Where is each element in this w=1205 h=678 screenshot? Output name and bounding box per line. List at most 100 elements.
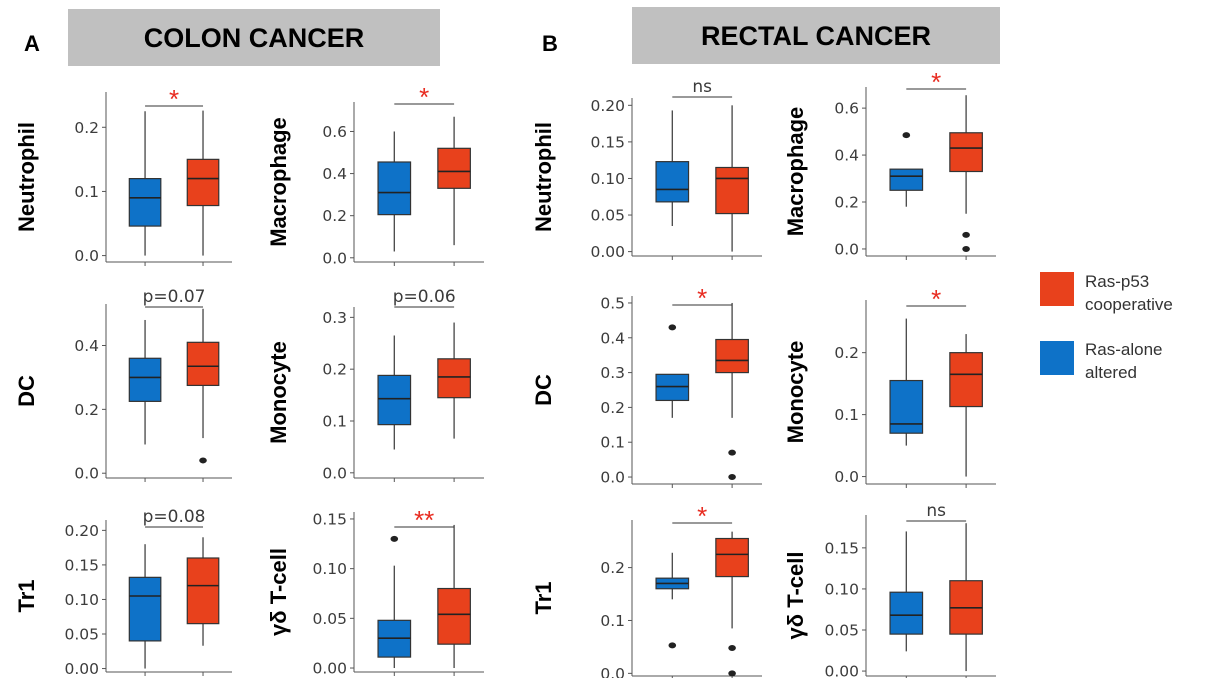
panel-letter-b: B xyxy=(542,31,558,56)
box-ras-alone xyxy=(377,131,412,252)
y-tick-label: 0.1 xyxy=(74,183,99,201)
significance-label: * xyxy=(419,82,429,112)
plot-a-dc: 0.0 0.2 0.4 DC p=0.07 xyxy=(14,287,232,483)
panel-letter-a: A xyxy=(24,31,40,56)
significance-label: p=0.07 xyxy=(143,287,206,307)
y-tick-label: 0.3 xyxy=(600,364,625,382)
y-tick-label: 0.20 xyxy=(64,522,99,540)
y-tick-label: 0.15 xyxy=(590,133,625,151)
plot-b-tr1: 0.0 0.1 0.2 Tr1 * xyxy=(531,501,762,678)
outlier-point xyxy=(668,324,677,331)
significance-label: * xyxy=(169,84,179,114)
significance-label: p=0.06 xyxy=(393,287,456,307)
y-axis-label: Monocyte xyxy=(783,341,808,444)
box-iqr xyxy=(715,537,749,578)
box-ras-p53 xyxy=(949,334,983,477)
box-iqr xyxy=(128,357,162,402)
outlier-point xyxy=(390,535,399,542)
y-tick-label: 0.2 xyxy=(322,361,347,379)
significance-label: ** xyxy=(414,505,434,535)
box-iqr xyxy=(437,147,471,189)
y-tick-label: 0.1 xyxy=(322,413,347,431)
panel-b-title: RECTAL CANCER xyxy=(701,21,931,51)
y-tick-label: 0.0 xyxy=(74,465,99,483)
y-tick-label: 0.15 xyxy=(64,556,99,574)
y-tick-label: 0.5 xyxy=(600,294,625,312)
y-tick-label: 0.0 xyxy=(834,468,859,486)
y-tick-label: 0.2 xyxy=(834,344,859,362)
significance-label: ns xyxy=(692,77,712,97)
y-tick-label: 0.10 xyxy=(590,170,625,188)
box-ras-alone xyxy=(128,319,162,445)
y-tick-label: 0.15 xyxy=(824,539,859,557)
outlier-point xyxy=(962,231,970,238)
significance-label: * xyxy=(931,284,941,314)
significance-label: * xyxy=(697,283,707,313)
box-ras-alone xyxy=(889,531,924,652)
y-tick-label: 0.2 xyxy=(74,119,99,137)
box-ras-alone xyxy=(128,111,162,256)
outlier-point xyxy=(668,642,677,649)
y-tick-label: 0.1 xyxy=(600,612,625,630)
box-ras-alone xyxy=(889,132,924,207)
y-tick-label: 0.0 xyxy=(74,247,99,265)
y-tick-label: 0.15 xyxy=(312,510,347,528)
significance-label: ns xyxy=(926,501,946,521)
y-tick-label: 0.20 xyxy=(590,97,625,115)
box-iqr xyxy=(949,132,983,173)
plot-b-monocyte: 0.0 0.1 0.2 Monocyte * xyxy=(783,284,996,488)
y-tick-label: 0.0 xyxy=(600,469,625,487)
box-iqr xyxy=(186,341,220,387)
panel-b-banner xyxy=(632,7,1000,64)
y-tick-label: 0.6 xyxy=(834,100,859,118)
y-tick-label: 0.10 xyxy=(824,580,859,598)
plot-a-neutrophil: 0.0 0.1 0.2 Neutrophil * xyxy=(14,84,232,266)
y-tick-label: 0.1 xyxy=(600,434,625,452)
box-ras-p53 xyxy=(437,116,471,246)
panel-b-header: B RECTAL CANCER xyxy=(542,7,1000,64)
plot-a-macrophage: 0.0 0.2 0.4 0.6 Macrophage * xyxy=(266,82,484,267)
y-tick-label: 0.0 xyxy=(834,240,859,258)
y-tick-label: 0.2 xyxy=(322,207,347,225)
box-ras-p53 xyxy=(186,308,220,464)
legend: Ras-p53 cooperative Ras-alone altered xyxy=(1040,272,1173,382)
plot-b--t-cell: 0.00 0.05 0.10 0.15 γδ T-cell ns xyxy=(783,501,996,678)
y-axis-label: Neutrophil xyxy=(14,122,39,232)
legend-swatch-ras-p53 xyxy=(1040,272,1074,306)
box-iqr xyxy=(715,166,749,215)
box-iqr xyxy=(186,557,220,625)
y-tick-label: 0.05 xyxy=(312,610,347,628)
box-iqr xyxy=(128,178,162,227)
plot-b-neutrophil: 0.00 0.05 0.10 0.15 0.20 Neutrophil ns xyxy=(531,77,762,261)
box-iqr xyxy=(437,358,471,399)
box-iqr xyxy=(655,161,690,203)
plot-b-dc: 0.0 0.1 0.2 0.3 0.4 0.5 DC * xyxy=(531,283,762,488)
y-tick-label: 0.00 xyxy=(312,660,347,678)
box-ras-alone xyxy=(655,552,690,649)
y-tick-label: 0.4 xyxy=(74,337,99,355)
y-axis-label: γδ T-cell xyxy=(783,552,808,640)
outlier-point xyxy=(728,644,736,651)
outlier-point xyxy=(199,457,207,464)
outlier-point xyxy=(902,132,911,139)
y-tick-label: 0.05 xyxy=(824,622,859,640)
box-ras-p53 xyxy=(437,322,471,439)
y-tick-label: 0.0 xyxy=(322,464,347,482)
plot-a--t-cell: 0.00 0.05 0.10 0.15 γδ T-cell ** xyxy=(266,505,484,678)
box-iqr xyxy=(889,591,924,635)
box-iqr xyxy=(437,587,471,645)
box-ras-alone xyxy=(377,335,412,450)
y-tick-label: 0.05 xyxy=(590,207,625,225)
significance-label: p=0.08 xyxy=(143,507,206,527)
y-tick-label: 0.2 xyxy=(834,194,859,212)
y-tick-label: 0.10 xyxy=(312,560,347,578)
legend-swatch-ras-alone xyxy=(1040,341,1074,375)
y-tick-label: 0.0 xyxy=(600,665,625,678)
box-iqr xyxy=(128,576,162,642)
box-ras-p53 xyxy=(186,537,220,646)
panel-a-header: A COLON CANCER xyxy=(24,9,440,66)
box-iqr xyxy=(377,161,412,216)
plot-a-tr1: 0.00 0.05 0.10 0.15 0.20 Tr1 p=0.08 xyxy=(14,507,232,678)
y-tick-label: 0.4 xyxy=(322,165,347,183)
y-tick-label: 0.4 xyxy=(834,147,859,165)
